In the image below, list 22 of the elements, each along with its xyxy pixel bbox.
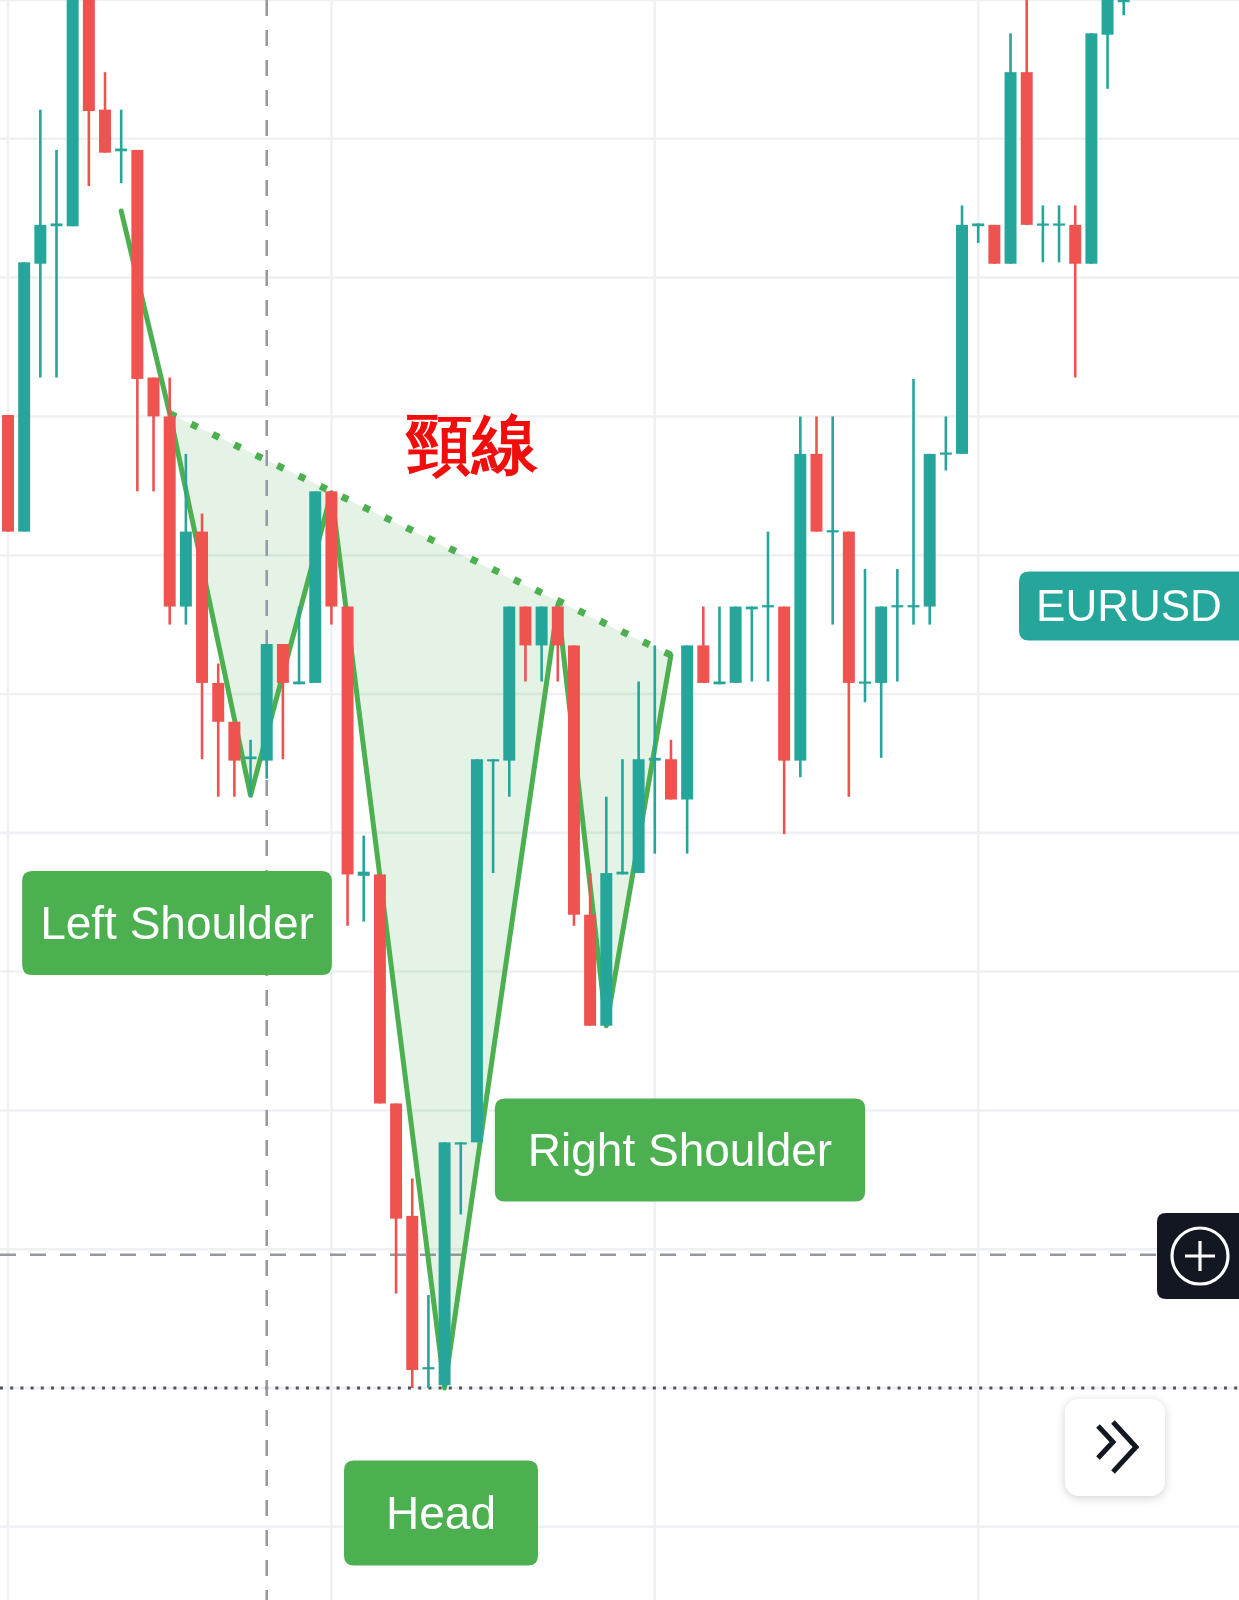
candlestick (454, 1141, 467, 1216)
annotation: Left Shoulder (40, 897, 314, 950)
candlestick (1036, 204, 1049, 264)
candlestick (357, 834, 370, 923)
candlestick (422, 1293, 435, 1390)
text: Head (386, 1487, 496, 1540)
candlestick (859, 567, 871, 704)
candlestick (1117, 0, 1130, 17)
candlestick (939, 415, 952, 472)
annotation: Right Shoulder (527, 1124, 833, 1177)
candlestick (50, 148, 63, 379)
candlestick (244, 738, 257, 799)
candlestick (648, 644, 661, 855)
candlestick (891, 567, 904, 683)
candlestick (762, 530, 774, 683)
candlestick (1053, 204, 1066, 264)
candlestick (972, 222, 985, 245)
candlestick (907, 377, 920, 626)
candlestick (826, 415, 839, 626)
candlestick (487, 757, 500, 875)
annotation: 頸線 (405, 406, 539, 484)
annotation: EURUSD (1036, 581, 1222, 631)
